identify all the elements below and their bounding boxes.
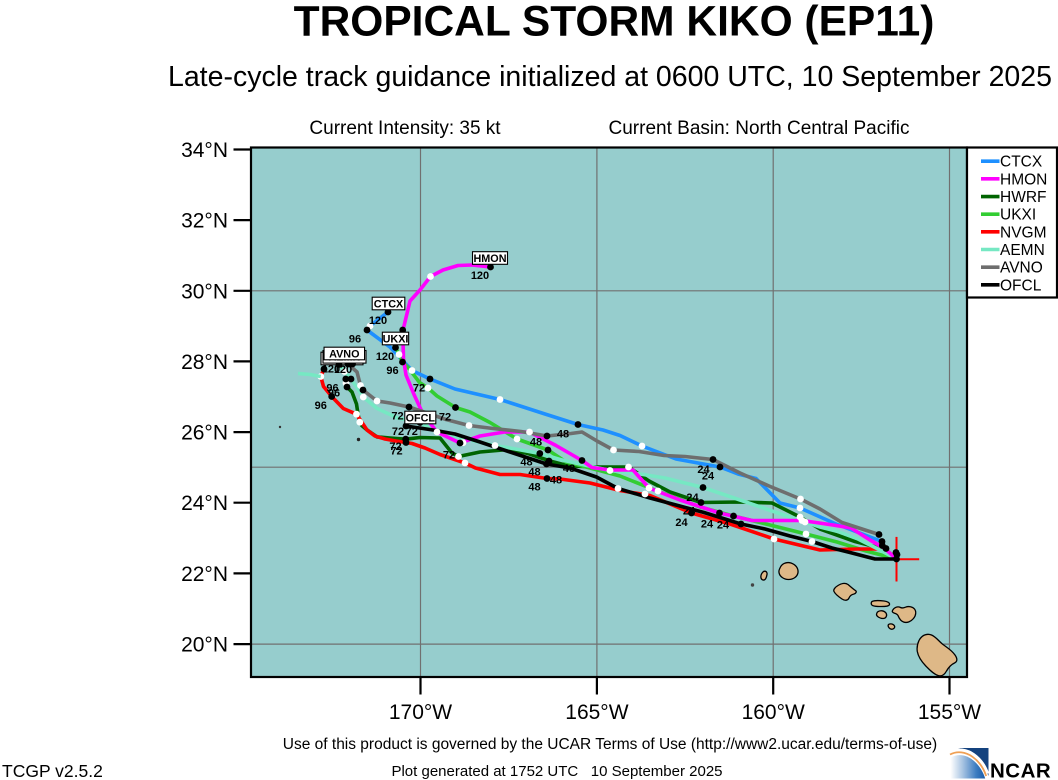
svg-text:120: 120 — [334, 364, 352, 376]
svg-text:22°N: 22°N — [181, 563, 228, 586]
svg-text:HMON: HMON — [474, 253, 507, 265]
svg-text:32°N: 32°N — [181, 210, 228, 233]
svg-text:Current Basin: North Central P: Current Basin: North Central Pacific — [609, 118, 910, 139]
svg-text:AVNO: AVNO — [1000, 260, 1043, 277]
svg-text:Late-cycle track guidance init: Late-cycle track guidance initialized at… — [168, 61, 1052, 93]
svg-text:48: 48 — [528, 467, 540, 479]
svg-text:NCAR: NCAR — [990, 760, 1051, 780]
svg-text:120: 120 — [471, 270, 489, 282]
svg-text:170°W: 170°W — [389, 701, 452, 724]
svg-text:Plot generated at 1752 UTC 1: Plot generated at 1752 UTC 10 September … — [391, 763, 722, 780]
svg-text:48: 48 — [557, 429, 569, 441]
svg-text:48: 48 — [530, 437, 542, 449]
svg-text:48: 48 — [563, 463, 575, 475]
svg-text:24: 24 — [702, 471, 715, 483]
svg-text:24: 24 — [683, 506, 696, 518]
svg-text:24: 24 — [697, 464, 710, 476]
svg-text:24°N: 24°N — [181, 492, 228, 515]
svg-text:HWRF: HWRF — [1000, 189, 1047, 206]
svg-text:48: 48 — [520, 457, 532, 469]
svg-text:TROPICAL STORM KIKO (EP11): TROPICAL STORM KIKO (EP11) — [294, 0, 935, 46]
svg-text:28°N: 28°N — [181, 351, 228, 374]
svg-text:24: 24 — [701, 519, 714, 531]
svg-text:120: 120 — [376, 351, 394, 363]
svg-text:48: 48 — [528, 482, 540, 494]
svg-text:24: 24 — [717, 520, 730, 532]
svg-text:160°W: 160°W — [742, 701, 805, 724]
svg-text:24: 24 — [675, 517, 688, 529]
svg-text:120: 120 — [322, 364, 340, 376]
svg-text:30°N: 30°N — [181, 280, 228, 303]
svg-text:CTCX: CTCX — [1000, 154, 1043, 171]
svg-text:165°W: 165°W — [565, 701, 628, 724]
svg-text:72: 72 — [413, 383, 425, 395]
svg-text:UKXI: UKXI — [383, 333, 409, 345]
svg-text:72: 72 — [390, 446, 402, 458]
svg-text:96: 96 — [349, 334, 361, 346]
svg-text:26°N: 26°N — [181, 422, 228, 445]
svg-text:Use of this product is governe: Use of this product is governed by the U… — [283, 736, 937, 753]
svg-text:72: 72 — [406, 426, 418, 438]
svg-text:CTCX: CTCX — [374, 298, 404, 310]
svg-text:72: 72 — [392, 426, 404, 438]
svg-text:72: 72 — [443, 450, 455, 462]
svg-text:OFCL: OFCL — [406, 412, 436, 424]
svg-text:120: 120 — [369, 315, 387, 327]
svg-text:155°W: 155°W — [918, 701, 981, 724]
svg-text:HMON: HMON — [1000, 171, 1047, 188]
svg-text:20°N: 20°N — [181, 634, 228, 657]
svg-text:34°N: 34°N — [181, 139, 228, 162]
svg-text:OFCL: OFCL — [1000, 277, 1042, 294]
svg-text:96: 96 — [315, 400, 327, 412]
svg-text:NVGM: NVGM — [1000, 224, 1047, 241]
svg-text:Current Intensity: 35 kt: Current Intensity: 35 kt — [309, 118, 501, 139]
svg-text:24: 24 — [686, 492, 699, 504]
svg-text:48: 48 — [550, 475, 562, 487]
svg-text:72: 72 — [439, 412, 451, 424]
svg-text:72: 72 — [391, 411, 403, 423]
svg-text:UKXI: UKXI — [1000, 207, 1036, 224]
svg-text:TCGP v2.5.2: TCGP v2.5.2 — [2, 761, 103, 780]
svg-text:72: 72 — [389, 441, 401, 453]
svg-text:96: 96 — [326, 383, 338, 395]
svg-text:96: 96 — [386, 365, 398, 377]
svg-text:AEMN: AEMN — [1000, 242, 1045, 259]
svg-text:96: 96 — [328, 388, 340, 400]
svg-text:AVNO: AVNO — [329, 348, 359, 360]
